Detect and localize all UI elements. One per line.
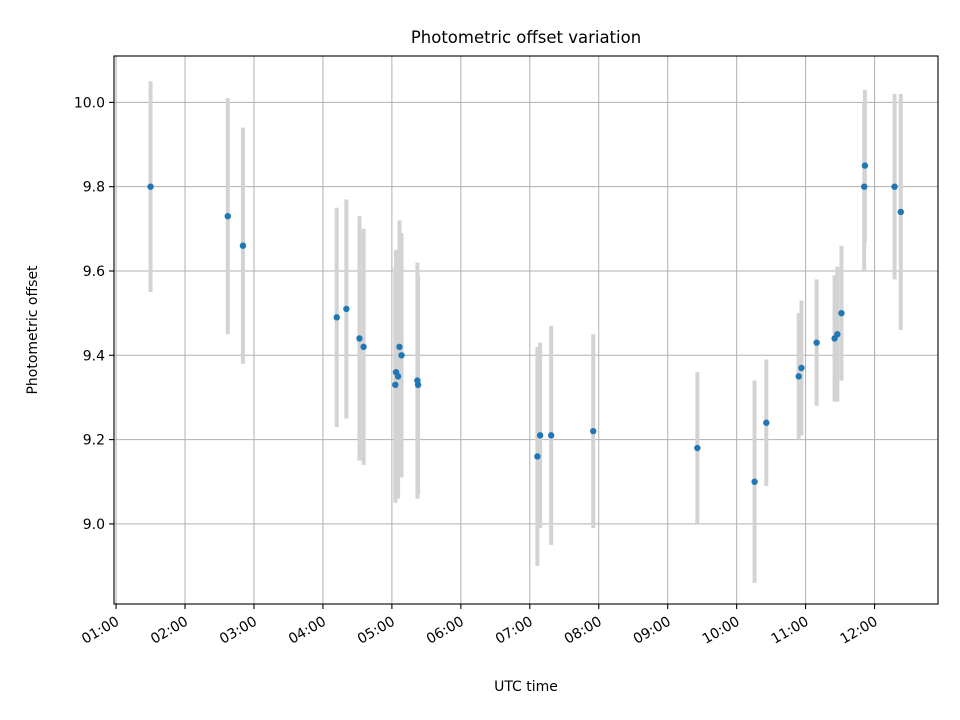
y-tick-label: 9.0: [83, 517, 105, 533]
x-tick-label: 10:00: [700, 614, 743, 648]
data-point: [834, 331, 841, 338]
chart-title: Photometric offset variation: [411, 28, 641, 47]
x-tick-label: 07:00: [493, 614, 536, 648]
data-point: [897, 208, 904, 216]
data-point: [360, 343, 367, 351]
y-tick-label: 9.8: [83, 180, 105, 196]
data-point: [534, 453, 541, 460]
data-point: [239, 242, 247, 249]
x-tick-label: 11:00: [769, 614, 812, 648]
data-point: [798, 364, 805, 372]
data-point: [356, 335, 363, 342]
x-axis: 01:00 02:00 03:00 04:00 05:00 06:00 07:00 08:00…: [79, 604, 881, 648]
x-tick-label: 09:00: [631, 614, 674, 648]
data-point: [343, 305, 350, 313]
data-point: [813, 339, 820, 346]
data-point: [694, 444, 701, 452]
plot-frame: [113, 55, 939, 605]
data-point: [392, 381, 399, 388]
x-tick-label: 02:00: [148, 614, 191, 648]
y-axis: 9.0 9.2 9.4 9.6 9.8 10.0: [74, 95, 114, 533]
data-point: [394, 373, 402, 380]
x-tick-label: 05:00: [355, 614, 398, 648]
grid: [114, 56, 938, 604]
data-point: [333, 314, 340, 321]
data-point: [763, 419, 770, 426]
x-tick-label: 08:00: [562, 614, 605, 648]
data-point: [751, 478, 758, 485]
error-bars: [148, 81, 903, 583]
data-point: [224, 212, 231, 220]
data-point: [861, 183, 868, 190]
data-point: [147, 183, 154, 190]
x-tick-label: 04:00: [286, 614, 329, 648]
y-tick-label: 10.0: [74, 95, 105, 111]
data-point: [590, 427, 597, 435]
data-point: [795, 373, 802, 380]
x-tick-label: 03:00: [217, 614, 260, 648]
data-point: [536, 432, 544, 439]
x-tick-label: 06:00: [424, 614, 467, 648]
x-tick-label: 01:00: [79, 614, 122, 648]
data-point: [891, 183, 898, 190]
data-point: [396, 343, 403, 351]
data-point: [398, 352, 405, 359]
y-axis-label: Photometric offset: [25, 265, 41, 395]
x-axis-label: UTC time: [494, 679, 558, 695]
x-tick-label: 12:00: [838, 614, 881, 648]
y-tick-label: 9.2: [83, 433, 105, 449]
y-tick-label: 9.4: [83, 348, 105, 364]
data-point: [414, 381, 422, 388]
data-points: [147, 162, 904, 485]
data-point: [547, 432, 555, 439]
y-tick-label: 9.6: [83, 264, 105, 280]
data-point: [861, 162, 869, 169]
data-point: [838, 309, 845, 317]
